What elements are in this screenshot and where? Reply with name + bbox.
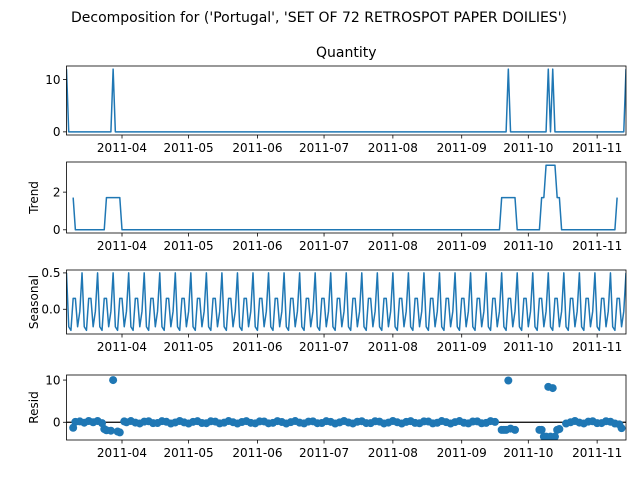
resid-point bbox=[504, 376, 513, 385]
quantity-x-tick-label: 2011-11 bbox=[572, 141, 622, 155]
resid-point bbox=[510, 425, 519, 434]
quantity-y-tick-label: 10 bbox=[45, 73, 60, 87]
quantity-y-tick-label: 0 bbox=[53, 125, 61, 139]
resid-y-tick-label: 0 bbox=[53, 416, 61, 430]
quantity-x-tick-label: 2011-05 bbox=[164, 141, 214, 155]
resid-x-tick-label: 2011-11 bbox=[572, 446, 622, 460]
resid-x-tick-label: 2011-07 bbox=[299, 446, 349, 460]
trend-x-tick-label: 2011-05 bbox=[164, 239, 214, 253]
resid-point bbox=[555, 425, 564, 434]
seasonal-axes-frame bbox=[66, 269, 627, 335]
quantity-x-tick-label: 2011-04 bbox=[97, 141, 147, 155]
resid-x-tick-label: 2011-04 bbox=[97, 446, 147, 460]
trend-axes-frame bbox=[66, 161, 627, 234]
resid-x-tick-label: 2011-10 bbox=[503, 446, 553, 460]
seasonal-data bbox=[66, 272, 626, 332]
seasonal-panel: 2011-04 2011-05 2011-06 2011-07 2011-08 2011-… bbox=[27, 266, 627, 354]
resid-point bbox=[491, 417, 500, 426]
trend-x-tick-label: 2011-06 bbox=[232, 239, 282, 253]
resid-point bbox=[109, 376, 118, 385]
resid-point bbox=[537, 425, 546, 434]
resid-point bbox=[115, 428, 124, 437]
resid-point bbox=[120, 417, 129, 426]
resid-y-axis-label: Resid bbox=[27, 391, 41, 423]
trend-x-tick-label: 2011-08 bbox=[368, 239, 418, 253]
seasonal-y-tick-label: 0.5 bbox=[41, 266, 60, 280]
resid-data bbox=[66, 376, 626, 440]
trend-x-tick-label: 2011-07 bbox=[299, 239, 349, 253]
seasonal-x-tick-label: 2011-07 bbox=[299, 340, 349, 354]
resid-x-tick-label: 2011-05 bbox=[164, 446, 214, 460]
quantity-data bbox=[66, 68, 626, 133]
seasonal-y-tick-label: 0.0 bbox=[41, 303, 60, 317]
resid-point bbox=[548, 384, 557, 393]
quantity-axes-frame bbox=[66, 65, 627, 136]
trend-y-tick-label: 0 bbox=[53, 223, 61, 237]
seasonal-x-tick-label: 2011-06 bbox=[232, 340, 282, 354]
seasonal-x-tick-label: 2011-09 bbox=[437, 340, 487, 354]
resid-y-tick-label: 10 bbox=[45, 373, 60, 387]
resid-panel: 2011-04 2011-05 2011-06 2011-07 2011-08 2011-… bbox=[27, 373, 627, 460]
trend-y-axis-label: Trend bbox=[27, 181, 41, 215]
seasonal-x-tick-label: 2011-08 bbox=[368, 340, 418, 354]
trend-x-tick-label: 2011-10 bbox=[503, 239, 553, 253]
resid-point bbox=[106, 426, 115, 435]
seasonal-x-tick-label: 2011-11 bbox=[572, 340, 622, 354]
seasonal-x-tick-label: 2011-04 bbox=[97, 340, 147, 354]
quantity-x-tick-label: 2011-09 bbox=[437, 141, 487, 155]
trend-data bbox=[72, 164, 618, 231]
seasonal-x-tick-label: 2011-05 bbox=[164, 340, 214, 354]
quantity-x-tick-label: 2011-06 bbox=[232, 141, 282, 155]
resid-point bbox=[550, 432, 559, 440]
resid-x-tick-label: 2011-09 bbox=[437, 446, 487, 460]
quantity-series-line bbox=[66, 68, 626, 133]
trend-x-tick-label: 2011-04 bbox=[97, 239, 147, 253]
seasonal-x-tick-label: 2011-10 bbox=[503, 340, 553, 354]
trend-x-tick-label: 2011-11 bbox=[572, 239, 622, 253]
seasonal-series-line bbox=[66, 272, 626, 332]
seasonal-y-axis-label: Seasonal bbox=[27, 275, 41, 329]
resid-axes-frame bbox=[66, 374, 627, 441]
quantity-x-tick-label: 2011-08 bbox=[368, 141, 418, 155]
trend-x-tick-label: 2011-09 bbox=[437, 239, 487, 253]
trend-y-tick-label: 2 bbox=[53, 185, 61, 199]
figure-title: Decomposition for ('Portugal', 'SET OF 7… bbox=[71, 10, 567, 26]
quantity-x-tick-label: 2011-07 bbox=[299, 141, 349, 155]
trend-series-line bbox=[72, 164, 618, 231]
quantity-x-tick-label: 2011-10 bbox=[503, 141, 553, 155]
trend-panel: 2011-04 2011-05 2011-06 2011-07 2011-08 2011-… bbox=[27, 161, 627, 253]
subplot-panels: 2011-04 2011-05 2011-06 2011-07 2011-08 2011-… bbox=[27, 45, 627, 460]
resid-x-tick-label: 2011-06 bbox=[232, 446, 282, 460]
resid-point bbox=[617, 424, 626, 433]
quantity-subplot-title: Quantity bbox=[316, 45, 377, 61]
resid-x-tick-label: 2011-08 bbox=[368, 446, 418, 460]
quantity-panel: 2011-04 2011-05 2011-06 2011-07 2011-08 2011-… bbox=[45, 45, 627, 155]
